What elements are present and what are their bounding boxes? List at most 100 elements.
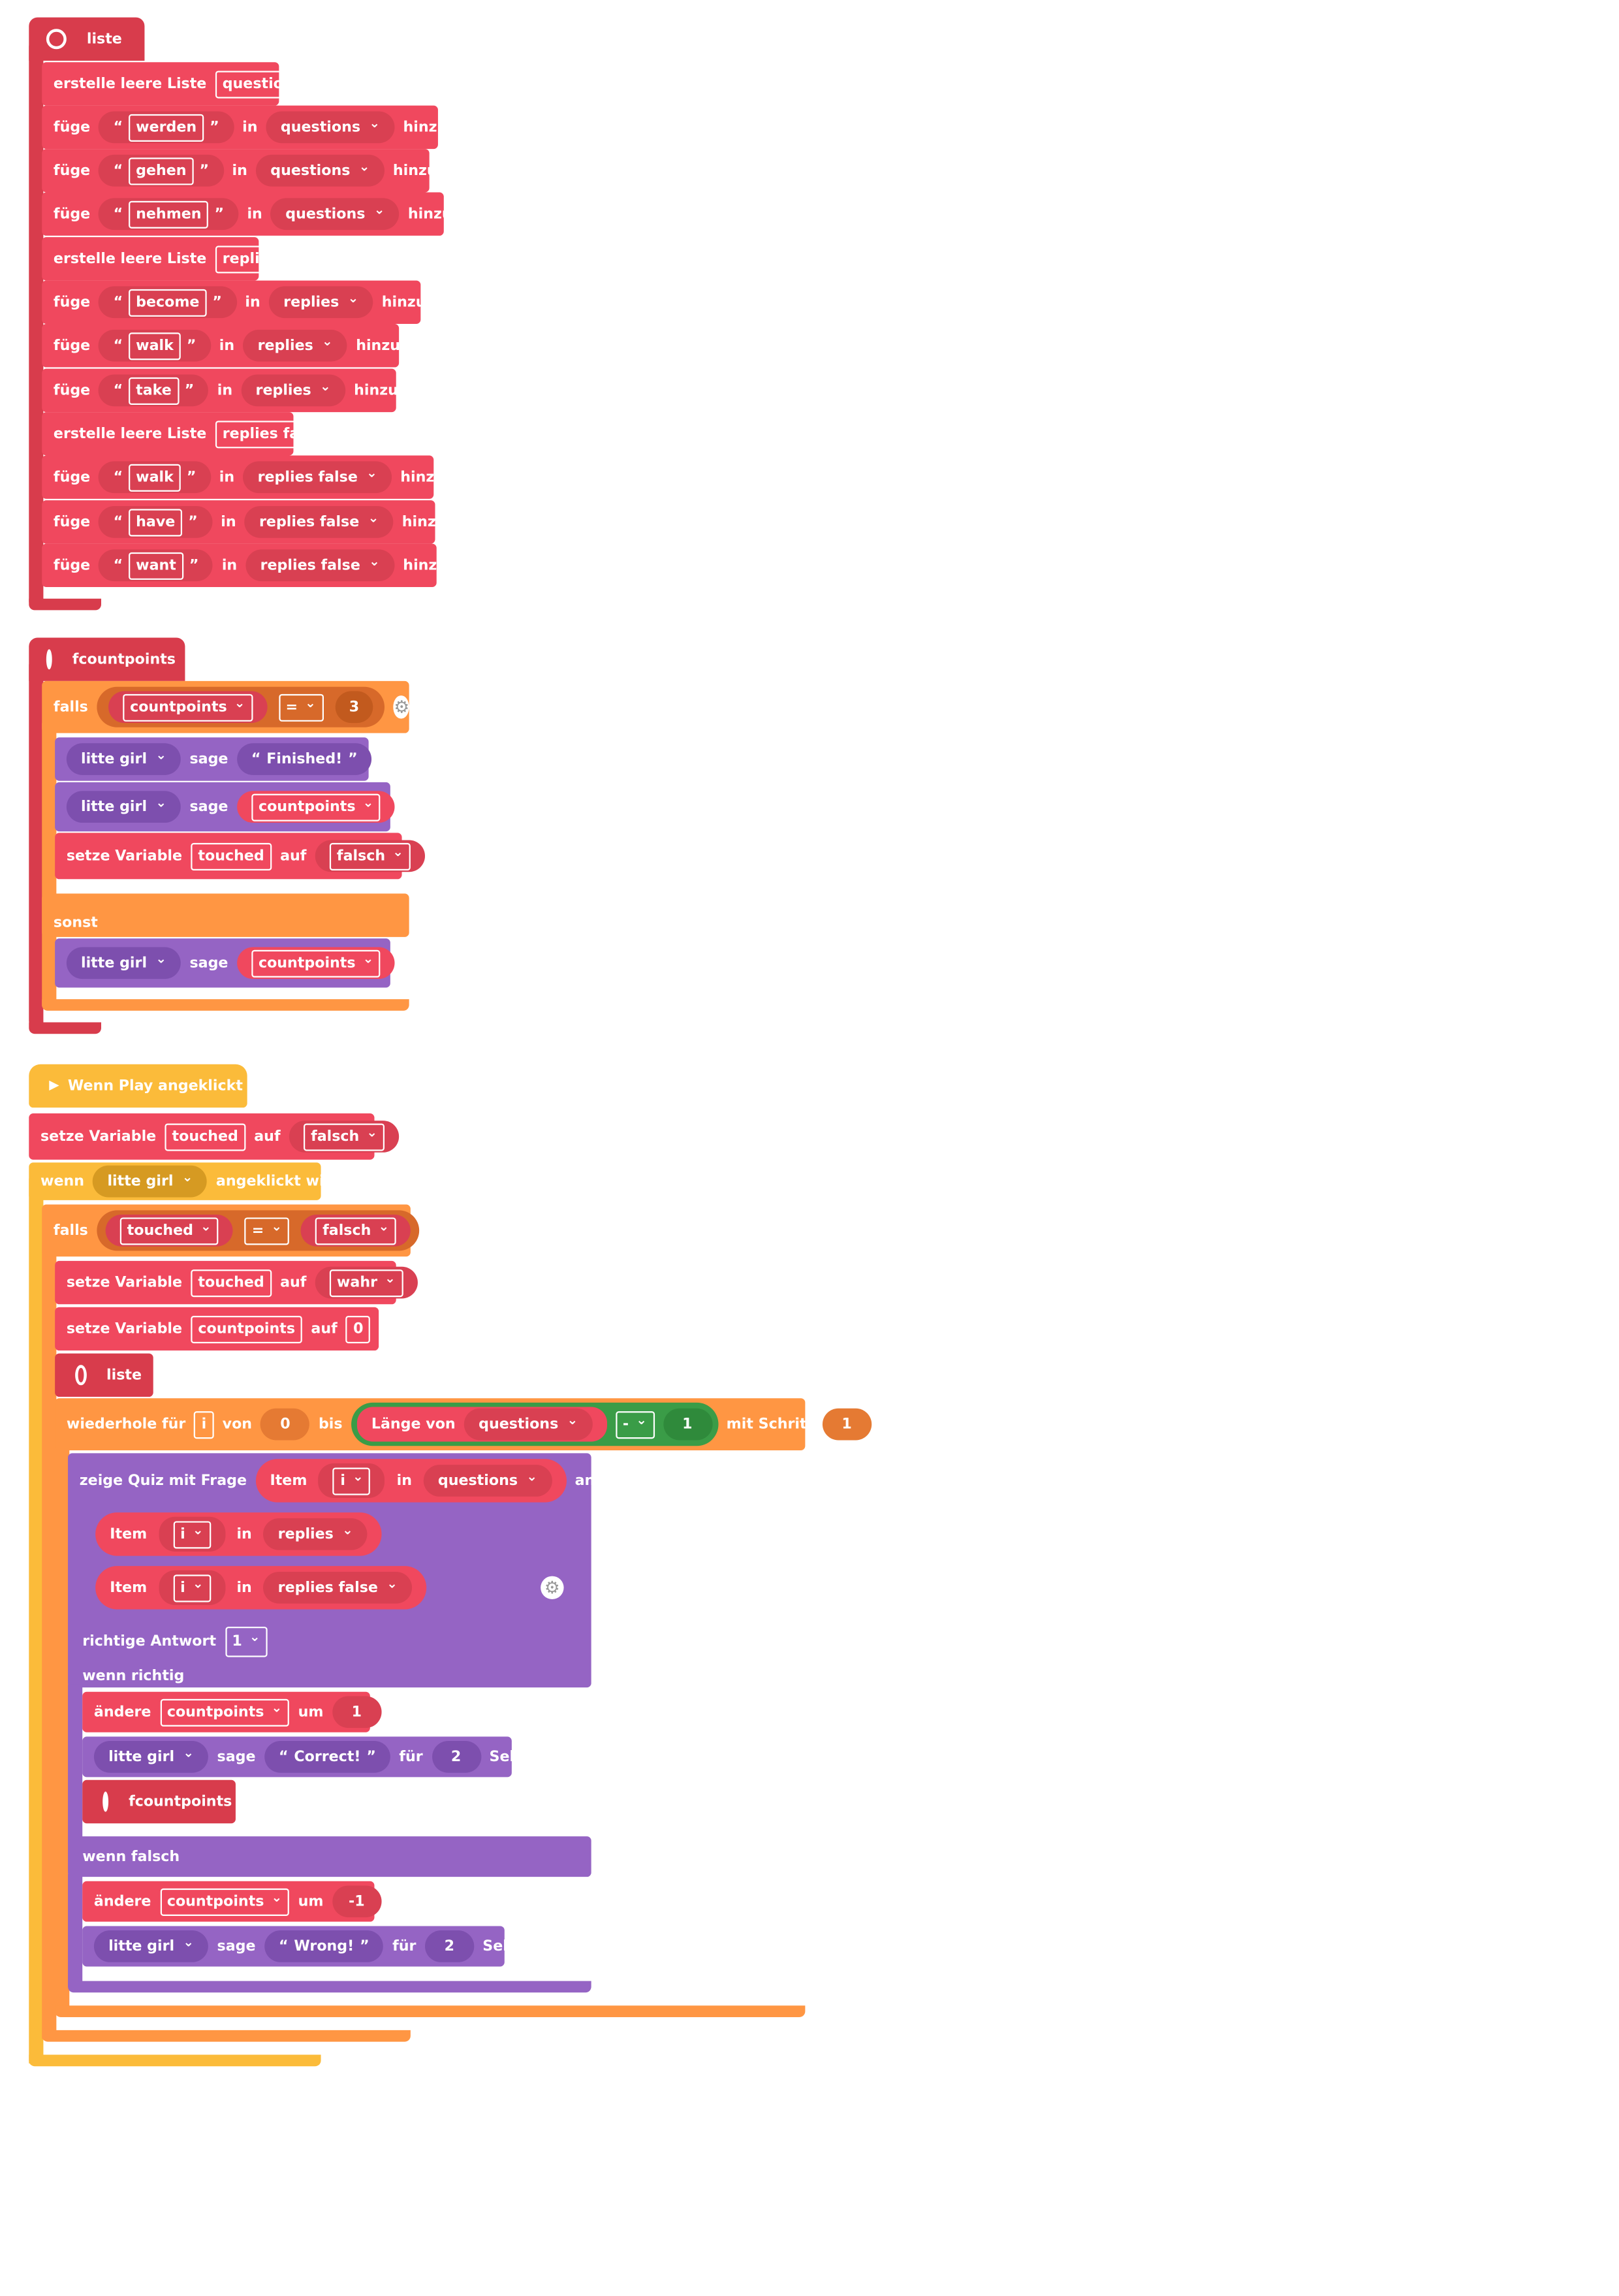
list-name-field[interactable]: replies false (215, 420, 330, 448)
list-dropdown[interactable]: questions (271, 198, 400, 231)
sprite-dropdown[interactable]: litte girl (93, 1165, 208, 1198)
math-operation[interactable]: Länge von questions - 1 (351, 1402, 718, 1446)
say-block[interactable]: litte girl sage “Finished!” (55, 737, 372, 781)
text-input[interactable]: “become” (99, 286, 237, 319)
list-dropdown[interactable]: replies false (245, 549, 395, 582)
number-field[interactable]: 0 (346, 1315, 371, 1343)
item-of-list[interactable]: Item i in replies false (95, 1566, 427, 1610)
compare-condition[interactable]: countpoints = 3 (97, 686, 386, 727)
number-input[interactable]: 3 (334, 691, 374, 724)
number-input[interactable]: 2 (424, 1930, 475, 1962)
index-dropdown[interactable]: i (333, 1467, 371, 1495)
variable-dropdown[interactable]: countpoints (251, 793, 381, 821)
when-sprite-clicked-block[interactable]: wenn litte girl angeklickt wird (29, 1162, 341, 1200)
for-loop-block[interactable]: wiederhole für i von 0 bis Länge von que… (55, 1398, 872, 1450)
liste-define-header[interactable]: liste (29, 17, 145, 61)
text-input[interactable]: “want” (99, 549, 213, 582)
number-input[interactable]: 1 (663, 1408, 712, 1441)
text-input[interactable]: “Wrong!” (264, 1930, 384, 1962)
say-for-secs-block[interactable]: litte girl sage “Wrong!” für 2 Sek. (82, 1926, 518, 1967)
add-to-list-row[interactable]: füge “become” in replies hinzu (42, 280, 426, 325)
boolean-dropdown[interactable]: falsch (304, 1123, 385, 1151)
add-to-list-row[interactable]: füge “take” in replies hinzu (42, 368, 398, 413)
variable-dropdown[interactable]: touched (119, 1217, 219, 1245)
text-input[interactable]: “walk” (99, 329, 211, 362)
text-input[interactable]: “take” (99, 374, 209, 407)
fcountpoints-define-header[interactable]: fcountpoints (29, 637, 185, 681)
sprite-dropdown[interactable]: litte girl (66, 743, 181, 775)
variable-dropdown[interactable]: countpoints (123, 693, 253, 721)
sprite-dropdown[interactable]: litte girl (66, 791, 181, 823)
variable-field[interactable]: touched (191, 1269, 272, 1297)
index-dropdown[interactable]: i (173, 1574, 211, 1602)
number-input[interactable]: 0 (260, 1408, 310, 1441)
number-input[interactable]: -1 (332, 1885, 382, 1918)
say-for-secs-block[interactable]: litte girl sage “Correct!” für 2 Sek. (82, 1736, 525, 1778)
item-of-list[interactable]: Item i in replies (95, 1512, 383, 1556)
list-dropdown[interactable]: replies false (263, 1571, 413, 1604)
when-play-clicked-hat[interactable]: ▶ Wenn Play angeklickt (29, 1064, 247, 1108)
variable-field[interactable]: touched (165, 1123, 245, 1151)
text-input[interactable]: “have” (99, 506, 212, 538)
variable-dropdown[interactable]: countpoints (159, 1887, 290, 1915)
sprite-dropdown[interactable]: litte girl (93, 1930, 209, 1962)
sprite-dropdown[interactable]: litte girl (93, 1741, 209, 1773)
boolean-dropdown[interactable]: wahr (329, 1269, 403, 1297)
length-of-list[interactable]: Länge von questions (356, 1407, 607, 1442)
list-dropdown[interactable]: questions (423, 1465, 552, 1497)
variable-dropdown[interactable]: countpoints (159, 1698, 290, 1726)
create-list-questions[interactable]: erstelle leere Liste questions (42, 62, 309, 106)
set-variable-block[interactable]: setze Variable touched auf wahr (55, 1260, 418, 1305)
change-variable-block[interactable]: ändere countpoints um 1 (82, 1691, 382, 1732)
add-to-list-row[interactable]: füge “nehmen” in questions hinzu (42, 192, 452, 236)
set-variable-block[interactable]: setze Variable touched auf falsch (55, 833, 426, 880)
text-input[interactable]: “Correct!” (264, 1741, 391, 1773)
add-to-list-row[interactable]: füge “werden” in questions hinzu (42, 105, 447, 150)
add-to-list-row[interactable]: füge “want” in replies false hinzu (42, 543, 447, 588)
say-block[interactable]: litte girl sage countpoints (55, 938, 396, 988)
sprite-dropdown[interactable]: litte girl (66, 947, 181, 980)
list-name-field[interactable]: questions (215, 70, 309, 98)
add-to-list-row[interactable]: füge “gehen” in questions hinzu (42, 149, 437, 193)
list-dropdown[interactable]: replies (243, 329, 347, 362)
text-input[interactable]: “walk” (99, 461, 211, 494)
correct-answer-dropdown[interactable]: 1 (225, 1625, 268, 1657)
create-list-replies[interactable]: erstelle leere Liste replies (42, 237, 285, 281)
operator-dropdown[interactable]: = (278, 693, 323, 721)
if-block[interactable]: falls touched = falsch (42, 1204, 420, 1257)
text-input[interactable]: “Finished!” (236, 743, 372, 775)
list-dropdown[interactable]: replies (241, 374, 345, 407)
gear-icon[interactable]: ⚙ (541, 1576, 564, 1600)
boolean-dropdown[interactable]: falsch (315, 1217, 397, 1245)
add-to-list-row[interactable]: füge “have” in replies false hinzu (42, 500, 446, 544)
loop-variable-field[interactable]: i (194, 1411, 214, 1439)
item-of-list[interactable]: Item i in questions (255, 1459, 567, 1503)
index-dropdown[interactable]: i (173, 1520, 211, 1548)
text-input[interactable]: “nehmen” (99, 198, 239, 231)
gear-icon[interactable]: ⚙ (394, 695, 410, 719)
variable-dropdown[interactable]: countpoints (251, 949, 381, 977)
change-variable-block[interactable]: ändere countpoints um -1 (82, 1881, 382, 1922)
call-liste-block[interactable]: liste (55, 1353, 153, 1397)
list-dropdown[interactable]: questions (266, 111, 395, 144)
boolean-dropdown[interactable]: falsch (329, 842, 411, 870)
number-input[interactable]: 1 (822, 1408, 872, 1441)
add-to-list-row[interactable]: füge “walk” in replies hinzu (42, 324, 400, 368)
list-dropdown[interactable]: replies false (244, 506, 394, 538)
say-block[interactable]: litte girl sage countpoints (55, 782, 396, 832)
operator-dropdown[interactable]: = (244, 1217, 290, 1245)
variable-field[interactable]: countpoints (191, 1315, 303, 1343)
list-dropdown[interactable]: replies false (243, 461, 392, 494)
variable-field[interactable]: touched (191, 842, 272, 870)
set-variable-block[interactable]: setze Variable countpoints auf 0 (55, 1307, 379, 1351)
list-dropdown[interactable]: replies (263, 1518, 368, 1550)
call-fcountpoints-block[interactable]: fcountpoints (82, 1779, 236, 1824)
create-list-replies-false[interactable]: erstelle leere Liste replies false (42, 412, 330, 456)
set-variable-block[interactable]: setze Variable touched auf falsch (29, 1113, 400, 1160)
list-name-field[interactable]: replies (215, 245, 285, 273)
if-block[interactable]: falls countpoints = 3 ⚙ (42, 680, 410, 733)
number-input[interactable]: 2 (431, 1741, 481, 1773)
operator-dropdown[interactable]: - (615, 1411, 654, 1439)
list-dropdown[interactable]: questions (464, 1408, 593, 1441)
compare-condition[interactable]: touched = falsch (97, 1210, 420, 1251)
